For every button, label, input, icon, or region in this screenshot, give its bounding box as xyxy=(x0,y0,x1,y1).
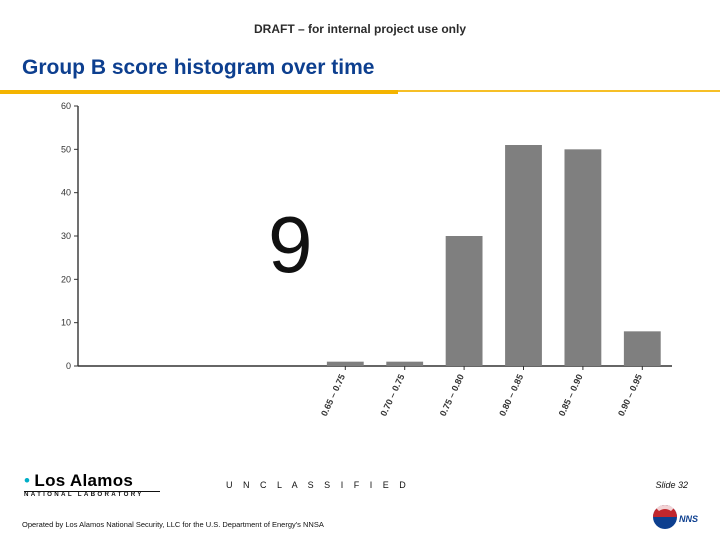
overlay-number: 9 xyxy=(268,205,313,285)
footer: • Los Alamos NATIONAL LABORATORY U N C L… xyxy=(0,446,720,540)
svg-text:30: 30 xyxy=(61,231,71,241)
x-tick-label: 0.85 – 0.90 xyxy=(557,373,585,418)
x-tick-label: 0.75 – 0.80 xyxy=(438,373,466,418)
slide-number: Slide 32 xyxy=(655,480,688,490)
page-title: Group B score histogram over time xyxy=(22,56,374,79)
los-alamos-logo: • Los Alamos NATIONAL LABORATORY xyxy=(24,472,160,499)
logo-main-text: Los Alamos xyxy=(34,471,133,490)
nnsa-logo-icon: NNSA xyxy=(652,502,698,532)
classification-label: U N C L A S S I F I E D xyxy=(226,480,410,490)
operated-by: Operated by Los Alamos National Security… xyxy=(22,520,324,529)
histogram-chart: 0 10 20 30 40 50 60 0.65 – 0.75 0.70 – 0.75 0.75 … xyxy=(40,98,680,428)
x-tick-label: 0.90 – 0.95 xyxy=(616,373,644,418)
nnsa-text: NNSA xyxy=(679,514,698,524)
title-underline xyxy=(0,90,398,94)
logo-dot-icon: • xyxy=(24,471,30,490)
x-tick-label: 0.80 – 0.85 xyxy=(497,373,525,418)
logo-sub-text: NATIONAL LABORATORY xyxy=(24,492,160,498)
x-tick-label: 0.65 – 0.75 xyxy=(319,373,347,418)
svg-text:60: 60 xyxy=(61,101,71,111)
x-tick-label: 0.70 – 0.75 xyxy=(378,373,406,418)
svg-text:40: 40 xyxy=(61,188,71,198)
svg-text:20: 20 xyxy=(61,274,71,284)
draft-header: DRAFT – for internal project use only xyxy=(0,22,720,36)
svg-text:50: 50 xyxy=(61,144,71,154)
svg-text:0: 0 xyxy=(66,361,71,371)
svg-text:10: 10 xyxy=(61,318,71,328)
title-block: Group B score histogram over time xyxy=(22,56,374,80)
